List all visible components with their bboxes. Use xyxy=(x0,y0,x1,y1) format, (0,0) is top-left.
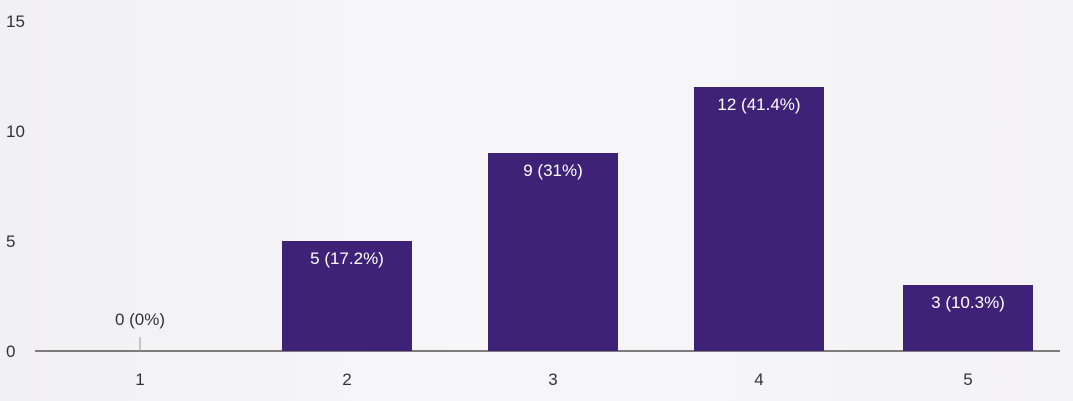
x-tick-label: 2 xyxy=(342,370,351,389)
bar-data-label: 3 (10.3%) xyxy=(931,293,1005,312)
bar-data-label: 12 (41.4%) xyxy=(717,95,800,114)
x-tick-label: 1 xyxy=(135,370,144,389)
bar-data-label: 5 (17.2%) xyxy=(310,249,384,268)
bar xyxy=(903,285,1033,351)
bar xyxy=(488,153,618,351)
y-tick-label: 15 xyxy=(6,12,25,31)
x-tick-label: 4 xyxy=(754,370,763,389)
x-tick-label: 5 xyxy=(963,370,972,389)
y-tick-label: 10 xyxy=(6,122,25,141)
bar xyxy=(282,241,412,351)
y-tick-label: 0 xyxy=(6,342,15,361)
bar-data-label: 9 (31%) xyxy=(523,161,583,180)
bar xyxy=(694,87,824,351)
x-tick-label: 3 xyxy=(548,370,557,389)
bar-data-label: 0 (0%) xyxy=(115,310,165,329)
y-tick-label: 5 xyxy=(6,232,15,251)
